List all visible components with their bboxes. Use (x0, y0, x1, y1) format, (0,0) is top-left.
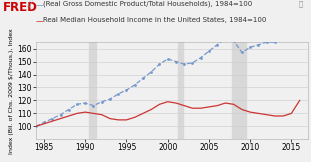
Bar (178, 42, 183, 139)
Text: FRED: FRED (3, 1, 38, 14)
Bar (89, 42, 96, 139)
Bar (232, 42, 246, 139)
Y-axis label: Index (Bil. of Chs. 2009 $/Thous.), Index: Index (Bil. of Chs. 2009 $/Thous.), Inde… (9, 28, 14, 154)
Text: ╱╱: ╱╱ (26, 1, 33, 8)
Text: —: — (36, 17, 44, 26)
Text: ⤢: ⤢ (299, 1, 303, 7)
Text: (Real Gross Domestic Product/Total Households), 1984=100: (Real Gross Domestic Product/Total House… (43, 1, 252, 7)
Text: Real Median Household Income in the United States, 1984=100: Real Median Household Income in the Unit… (43, 17, 266, 23)
Text: —: — (36, 1, 44, 10)
